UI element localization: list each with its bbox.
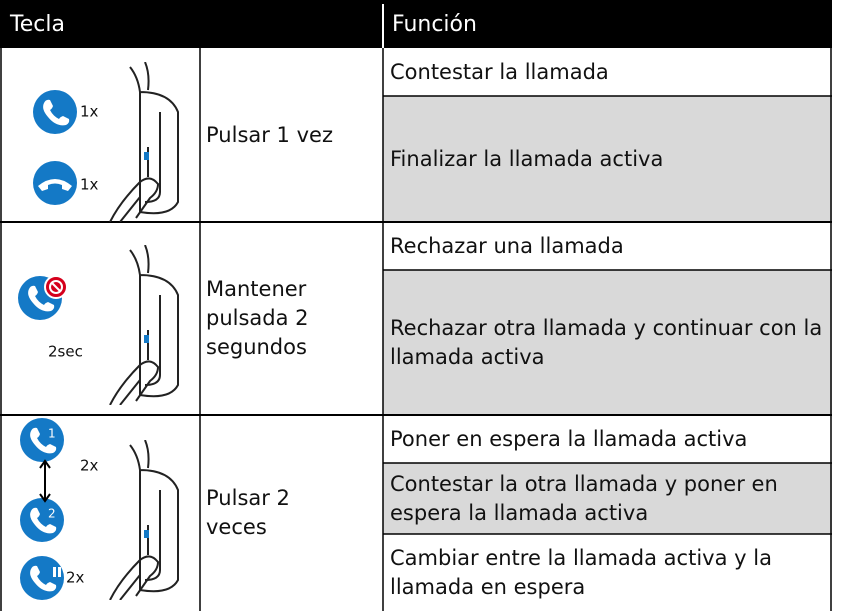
- function: Contestar la otra llamada y poner en esp…: [390, 471, 778, 525]
- call-icon: [20, 418, 64, 462]
- pause-badge: [53, 567, 61, 577]
- icon-label: 2x: [66, 569, 85, 587]
- header-function: Función: [392, 11, 477, 37]
- function: Contestar la llamada: [390, 59, 609, 84]
- action: Mantener pulsada 2 segundos: [206, 277, 309, 359]
- headset-illustration: [109, 440, 179, 600]
- function: Cambiar entre la llamada activa y la lla…: [390, 545, 772, 599]
- icon-badge: 2: [48, 507, 56, 521]
- function: Rechazar otra llamada y continuar con la…: [390, 315, 823, 369]
- hold-icon: [20, 556, 64, 600]
- shaded-cell: [383, 463, 832, 534]
- icon-label: 1x: [80, 103, 99, 121]
- headset-illustration: [109, 62, 179, 222]
- call-icon: [20, 498, 64, 542]
- function: Finalizar la llamada activa: [390, 146, 664, 171]
- answer-icon: [33, 90, 77, 134]
- swap-arrow: [39, 459, 51, 503]
- icon-badge: 1: [48, 427, 56, 441]
- header-bg: [0, 0, 832, 48]
- action: Pulsar 1 vez: [206, 122, 333, 147]
- icon-label: 2x: [80, 457, 99, 475]
- hangup-icon: [33, 161, 77, 205]
- action: Pulsar 2 veces: [206, 486, 290, 539]
- header-key: Tecla: [10, 11, 65, 37]
- headset-illustration: [109, 245, 179, 405]
- block-badge: [44, 275, 68, 299]
- shaded-cell: [383, 96, 832, 222]
- function: Rechazar una llamada: [390, 233, 624, 258]
- shaded-cell: [383, 270, 832, 415]
- function: Poner en espera la llamada activa: [390, 426, 748, 451]
- icon-label: 2sec: [48, 343, 83, 361]
- icon-label: 1x: [80, 176, 99, 194]
